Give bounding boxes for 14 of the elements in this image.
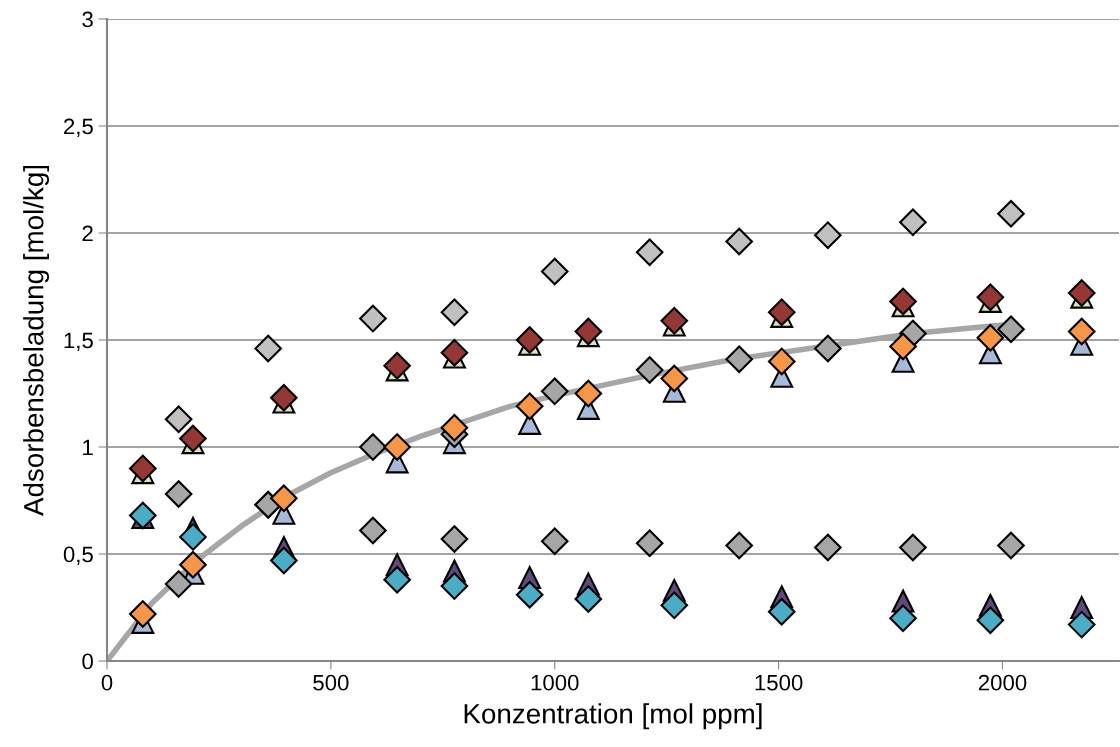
- x-tick-label: 2000: [978, 674, 1027, 691]
- y-tick-label: 2,5: [64, 118, 93, 137]
- y-tick-label: 0,5: [63, 546, 93, 565]
- x-axis-title: Konzentration [mol ppm]: [464, 703, 762, 730]
- x-tick-label: 1000: [531, 674, 579, 691]
- y-tick-label: 0: [82, 653, 93, 670]
- y-axis-title: Adsorbensbeladung [mol/kg]: [23, 165, 50, 516]
- y-tick-label: 1: [83, 439, 93, 456]
- y-tick-label: 1,5: [64, 332, 93, 351]
- x-tick-label: 0: [101, 674, 113, 691]
- x-tick-label: 500: [313, 674, 349, 691]
- x-tick-label: 1500: [755, 674, 803, 691]
- y-tick-label: 2: [82, 225, 93, 242]
- y-tick-label: 3: [82, 11, 93, 28]
